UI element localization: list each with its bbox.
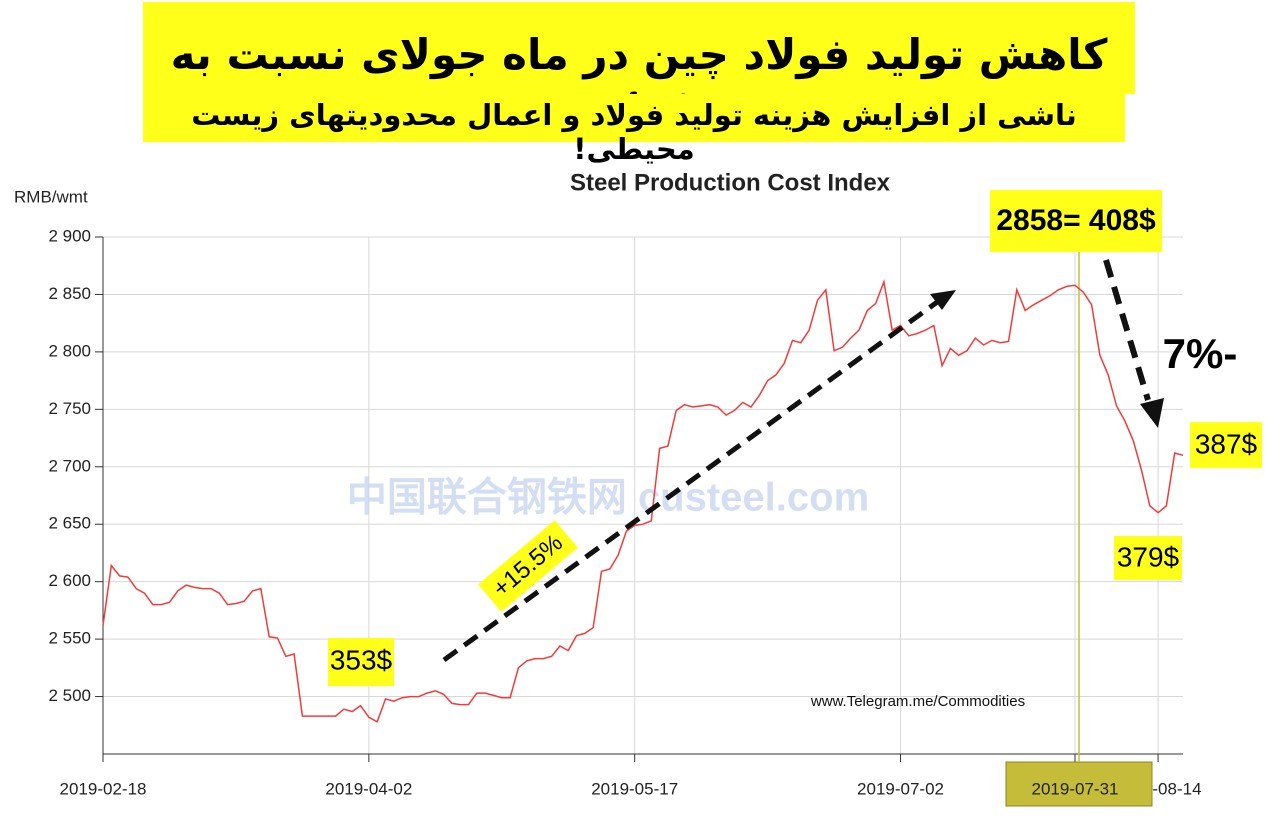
y-tick-label: 2 600 bbox=[48, 571, 91, 590]
drop-arrow bbox=[1103, 259, 1151, 401]
y-tick-label: 2 900 bbox=[48, 226, 91, 245]
annotation: 387$ bbox=[1195, 428, 1258, 459]
subtitle-banner bbox=[143, 94, 1125, 142]
annotation: 2858= 408$ bbox=[996, 204, 1156, 237]
x-tick-label: 2019-04-02 bbox=[325, 779, 412, 798]
data-line bbox=[102, 278, 1184, 723]
y-tick-label: 2 850 bbox=[48, 284, 91, 303]
grid: 2 500 2 550 2 600 2 650 2 700 2 750 2 800 2 850… bbox=[48, 226, 1183, 762]
subtitle: ناشی از افزایش هزینه تولید فولاد و اعمال… bbox=[191, 98, 1077, 166]
annotation-box bbox=[990, 190, 1162, 252]
date-highlight bbox=[1005, 761, 1153, 807]
arrow-head bbox=[1140, 398, 1164, 428]
annotation: 353$ bbox=[330, 644, 393, 675]
x-tick-label: 2019-07-02 bbox=[857, 779, 944, 798]
annotation: 379$ bbox=[1117, 541, 1180, 572]
title: کاهش تولید فولاد چین در ماه جولای نسبت ب… bbox=[170, 30, 1108, 128]
y-tick-label: 2 500 bbox=[48, 686, 91, 705]
annotation-box bbox=[1114, 536, 1182, 580]
source: www.Telegram.me/Commodities bbox=[810, 693, 1025, 710]
x-labels-highlight: 2019-07-31 bbox=[1032, 779, 1119, 798]
y-axis-label: RMB/wmt bbox=[14, 187, 88, 206]
chart-title: Steel Production Cost Index bbox=[570, 169, 891, 196]
annotation-box bbox=[478, 520, 578, 612]
annotation-box bbox=[1190, 422, 1262, 468]
y-tick-label: 2 550 bbox=[48, 629, 91, 648]
annotation: 7%- bbox=[1163, 330, 1238, 377]
watermark: 中国联合钢铁网 custeel.com bbox=[347, 476, 869, 520]
title-banner bbox=[143, 2, 1135, 94]
arrow-head bbox=[930, 290, 956, 310]
y-tick-label: 2 650 bbox=[48, 514, 91, 533]
y-tick-label: 2 700 bbox=[48, 456, 91, 475]
trend-arrow bbox=[442, 297, 942, 663]
x-tick-label: 2019-02-18 bbox=[60, 779, 147, 798]
x-tick-label: 2019-07-31 bbox=[1032, 779, 1119, 798]
plot bbox=[102, 278, 1184, 723]
y-tick-label: 2 800 bbox=[48, 341, 91, 360]
annotation-box bbox=[328, 638, 394, 686]
x-tick-label: 2019-05-17 bbox=[591, 779, 678, 798]
y-tick-label: 2 750 bbox=[48, 399, 91, 418]
